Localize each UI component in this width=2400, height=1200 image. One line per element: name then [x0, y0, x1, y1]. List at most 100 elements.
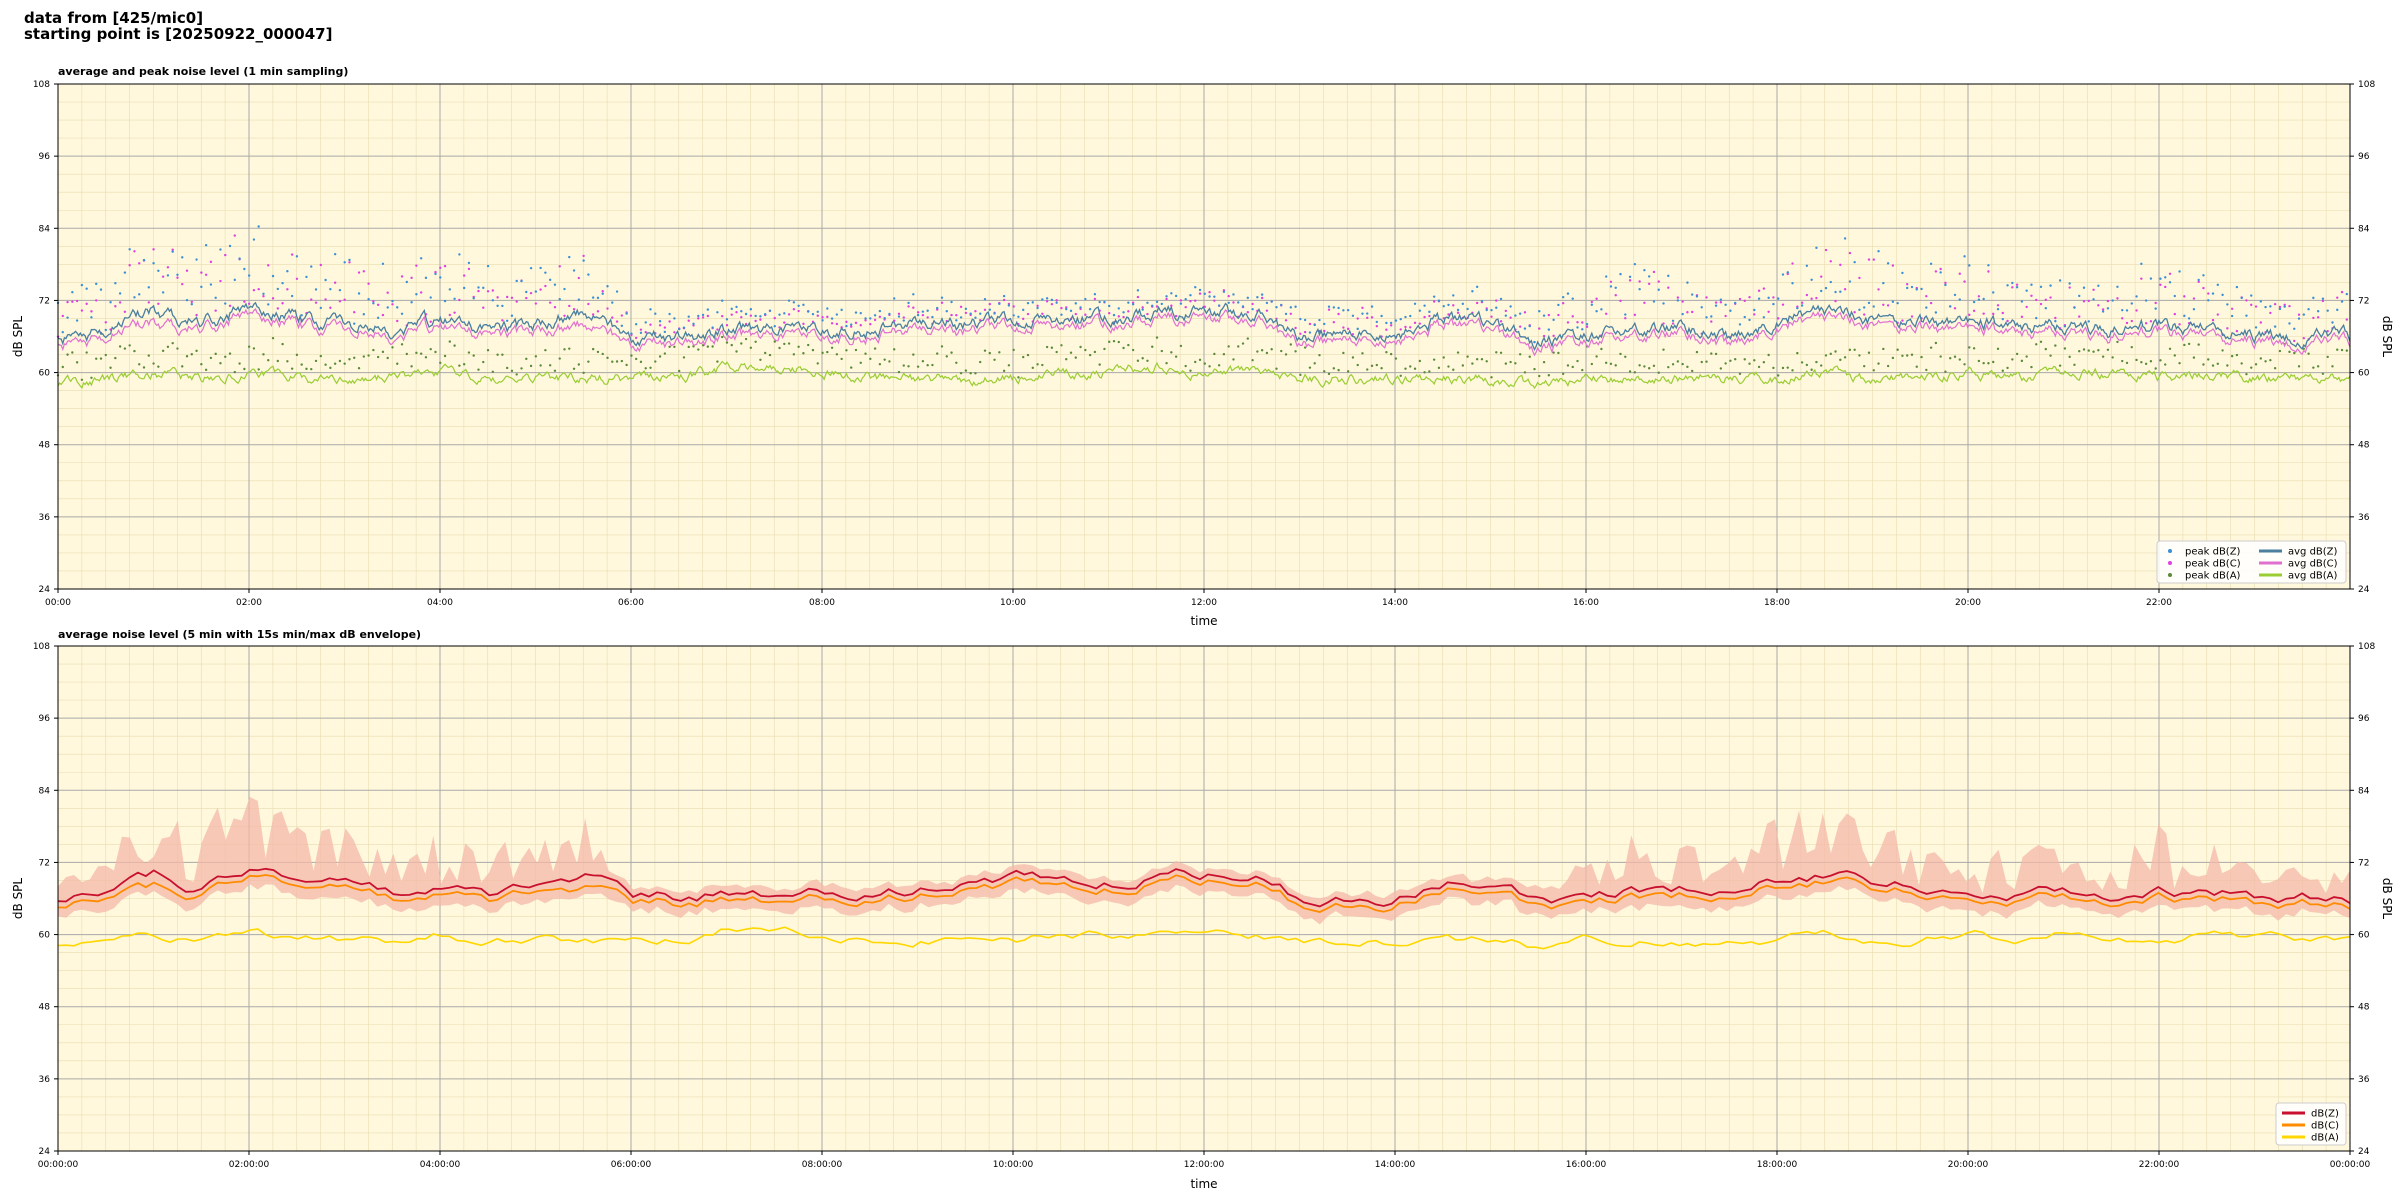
peak-dbz-point — [1260, 293, 1264, 296]
peak-dbc-point — [1743, 299, 1746, 303]
peak-dba-point — [2049, 354, 2052, 357]
peak-dbz-point — [563, 287, 566, 291]
peak-dbz-point — [1781, 273, 1785, 276]
peak-dba-point — [2211, 364, 2215, 367]
peak-dbc-point — [1146, 312, 1149, 316]
peak-dbc-point — [415, 264, 418, 267]
peak-dbz-point — [85, 287, 88, 290]
legend-label: peak dB(Z) — [2185, 547, 2241, 558]
peak-dbc-point — [1681, 300, 1684, 303]
peak-dbz-point — [439, 276, 442, 279]
peak-dba-point — [720, 335, 724, 339]
legend-box — [2156, 540, 2347, 584]
peak-dba-point — [591, 347, 595, 351]
peak-dbz-point — [1595, 310, 1598, 313]
peak-dba-point — [1810, 368, 1813, 371]
peak-dba-point — [1681, 362, 1684, 366]
peak-dbz-point — [1456, 308, 1460, 312]
peak-dbc-point — [1418, 322, 1422, 325]
peak-dbz-point — [2326, 309, 2329, 312]
peak-dbc-point — [2273, 302, 2277, 306]
peak-dba-point — [1447, 365, 1450, 368]
peak-dba-point — [1136, 359, 1140, 362]
peak-dbz-point — [314, 288, 318, 291]
peak-dba-point — [1294, 350, 1297, 353]
peak-dbc-point — [2302, 336, 2306, 340]
peak-dbz-point — [2039, 285, 2043, 289]
peak-dba-point — [835, 353, 839, 356]
peak-dbc-point — [381, 313, 385, 317]
peak-dbc-point — [1863, 313, 1866, 316]
peak-dba-point — [639, 360, 643, 364]
peak-dbc-point — [1026, 312, 1030, 316]
y-tick-label-left: 48 — [39, 1003, 51, 1013]
peak-dbz-point — [1877, 250, 1880, 253]
peak-dbc-point — [950, 313, 953, 317]
peak-dbz-point — [969, 312, 972, 315]
peak-dba-point — [1370, 364, 1374, 368]
peak-dba-point — [305, 367, 308, 371]
peak-dba-point — [200, 363, 203, 366]
y-tick-label-left: 72 — [39, 858, 50, 868]
peak-dbz-point — [773, 325, 776, 328]
peak-dbz-point — [1428, 310, 1431, 314]
peak-dba-point — [1949, 357, 1952, 360]
peak-dba-point — [1041, 363, 1044, 367]
peak-dba-point — [1303, 346, 1307, 349]
peak-dba-point — [219, 361, 222, 365]
peak-dbc-point — [1590, 300, 1594, 304]
peak-dbz-point — [1447, 303, 1450, 307]
peak-dbz-point — [1872, 305, 1875, 308]
peak-dba-point — [114, 356, 117, 360]
peak-dba-point — [735, 350, 738, 353]
peak-dbz-point — [1074, 302, 1077, 305]
peak-dba-point — [243, 367, 246, 371]
peak-dbc-point — [2283, 303, 2286, 306]
y-tick-label-right: 108 — [2358, 80, 2375, 90]
peak-dbc-point — [2197, 280, 2200, 284]
peak-dbz-point — [1036, 306, 1039, 310]
peak-dbc-point — [128, 264, 131, 267]
peak-dbc-point — [281, 302, 284, 305]
peak-dba-point — [1351, 356, 1355, 359]
peak-dbc-point — [615, 320, 619, 323]
peak-dbc-point — [2312, 316, 2315, 320]
peak-dba-point — [1853, 348, 1856, 351]
x-tick-label: 00:00:00 — [38, 1160, 79, 1170]
peak-dbz-point — [1996, 307, 2000, 311]
peak-dba-point — [864, 352, 867, 355]
peak-dbc-point — [974, 309, 977, 313]
peak-dbz-point — [142, 258, 146, 262]
peak-dbc-point — [902, 316, 905, 319]
peak-dbz-point — [2178, 270, 2181, 273]
peak-dbz-point — [1710, 315, 1713, 318]
peak-dbc-point — [314, 301, 318, 304]
peak-dbz-point — [1819, 289, 1823, 293]
peak-dba-point — [71, 351, 74, 354]
peak-dba-point — [477, 368, 480, 371]
dba-line — [57, 926, 2351, 950]
peak-dbz-point — [620, 324, 624, 327]
peak-dbc-point — [257, 287, 260, 291]
x-axis-label: time — [1190, 1177, 1217, 1191]
peak-dbz-point — [424, 276, 428, 280]
peak-dbc-point — [138, 262, 141, 265]
peak-dbz-point — [897, 315, 901, 318]
peak-dbc-point — [329, 306, 332, 309]
peak-dbz-point — [491, 299, 495, 302]
peak-dbc-point — [443, 264, 447, 268]
peak-dba-point — [2164, 363, 2167, 366]
peak-dbc-point — [1800, 301, 1804, 304]
peak-dba-point — [1022, 355, 1025, 359]
peak-dbz-point — [1227, 301, 1230, 304]
peak-dba-point — [1313, 362, 1316, 365]
peak-dbz-point — [778, 313, 781, 316]
peak-dba-point — [66, 353, 69, 356]
x-tick-label: 00:00:00 — [2330, 1160, 2371, 1170]
peak-dbz-point — [429, 296, 432, 299]
peak-dba-point — [778, 346, 781, 350]
peak-dba-point — [1318, 353, 1321, 357]
x-tick-label: 06:00 — [618, 598, 644, 608]
peak-dbz-point — [711, 326, 714, 329]
peak-dbc-point — [1662, 322, 1665, 325]
